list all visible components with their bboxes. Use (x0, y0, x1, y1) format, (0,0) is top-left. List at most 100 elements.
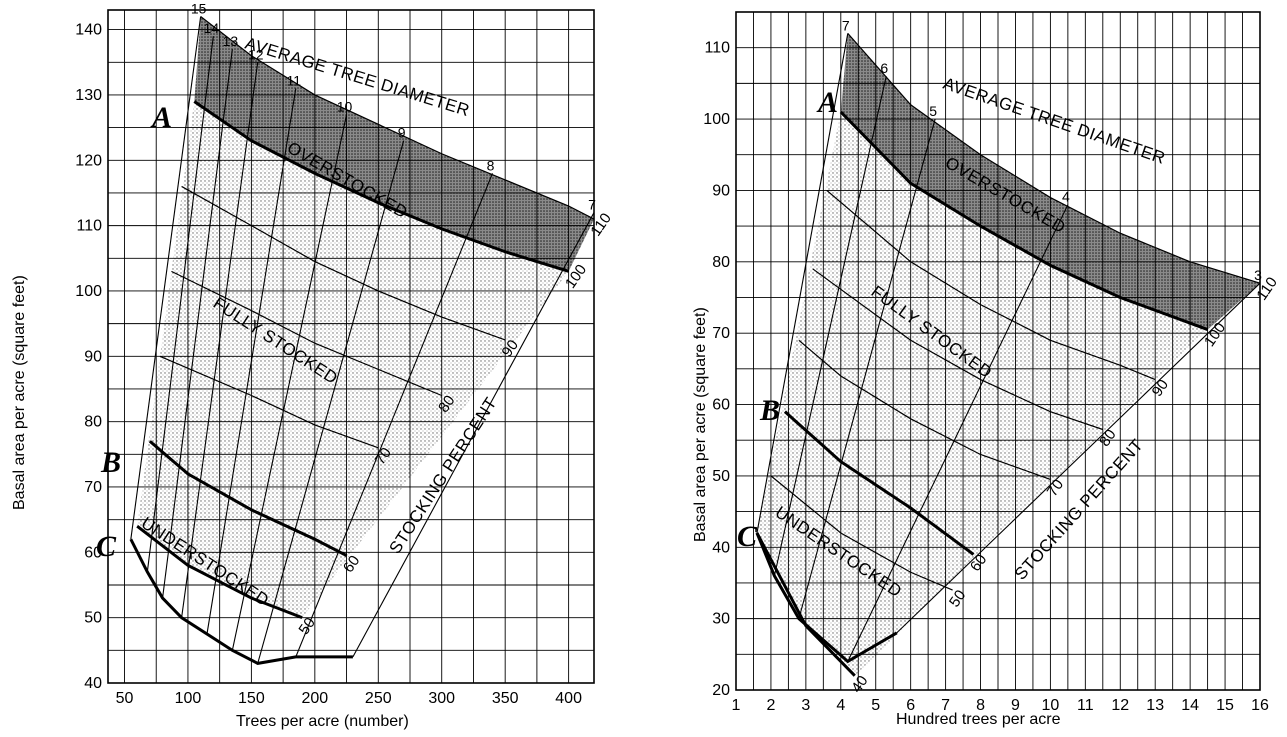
right-shading (756, 33, 1260, 676)
right-stocking-line-90 (826, 189, 1156, 381)
left-diameter-label-9: 9 (398, 125, 406, 141)
right-y-tick-label: 80 (712, 254, 730, 271)
right-stocking-label-40: 40 (848, 673, 871, 696)
left-stocking-line-100 (193, 100, 570, 273)
left-full-region (137, 101, 569, 618)
left-stocking-line-80 (171, 270, 442, 397)
right-curve-a: A (816, 86, 838, 119)
left-diameter-line-10 (231, 114, 348, 651)
right-diameter-line-7 (756, 33, 849, 534)
right-diameter-lines: 7 6 5 4 3 (755, 17, 1262, 664)
right-lower-limit-line (755, 532, 898, 664)
right-curve-c: C (737, 520, 758, 553)
left-curve-a: A (150, 101, 172, 134)
right-y-tick-label: 100 (703, 111, 730, 128)
left-y-tick-label: 50 (84, 610, 102, 627)
right-y-tick-label: 110 (704, 40, 730, 57)
left-diameter-line-11 (206, 88, 297, 635)
left-diameter-line-15 (130, 16, 202, 540)
left-x-tick-label: 250 (365, 690, 392, 707)
right-x-tick-label: 6 (906, 697, 915, 714)
right-x-tick-label: 1 (732, 697, 741, 714)
left-diameter-label-13: 13 (223, 33, 239, 49)
left-y-tick-label: 70 (84, 479, 102, 496)
left-curve-c: C (96, 530, 117, 563)
right-diameter-label-6: 6 (880, 60, 888, 76)
right-curve-b: B (759, 394, 780, 427)
right-x-tick-label: 10 (1042, 697, 1060, 714)
right-ticks: 1 2 3 4 5 6 7 8 9 10 11 12 13 14 15 1620304050607080901… (703, 40, 1269, 714)
right-stocking-label-60: 60 (967, 551, 990, 574)
left-diameter-label-11: 11 (287, 72, 302, 88)
left-diameter-label-15: 15 (191, 1, 207, 17)
right-grid (735, 11, 1261, 691)
left-lower-limit-line (129, 538, 353, 665)
left-y-tick-label: 60 (84, 544, 102, 561)
right-diameter-line-6 (773, 76, 887, 576)
right-x-tick-label: 14 (1181, 697, 1199, 714)
right-stocking-line-70 (798, 339, 1051, 481)
left-stocking-label-50: 50 (295, 615, 318, 638)
left-stocking-line-90 (181, 185, 506, 341)
left-y-tick-label: 120 (75, 152, 102, 169)
right-stocking-label-80: 80 (1096, 426, 1119, 449)
left-y-tick-label: 40 (84, 675, 102, 692)
right-y-tick-label: 90 (712, 182, 730, 199)
right-x-tick-label: 5 (871, 697, 880, 714)
right-x-tick-label: 16 (1251, 697, 1269, 714)
left-diameter-label-8: 8 (487, 157, 495, 173)
left-diameter-label-12: 12 (248, 46, 264, 62)
right-stocking-line-80 (812, 268, 1103, 431)
left-stocking-label-110: 110 (587, 210, 615, 239)
right-stocking-line-50 (770, 475, 953, 591)
left-y-tick-label: 90 (84, 348, 102, 365)
right-x-tick-label: 15 (1216, 697, 1234, 714)
right-diameter-label-4: 4 (1062, 189, 1070, 205)
left-x-tick-label: 300 (428, 690, 455, 707)
left-stocking-line-50 (136, 524, 303, 620)
left-stocking-label-60: 60 (340, 552, 363, 575)
right-diameter-label-3: 3 (1254, 267, 1262, 283)
right-y-tick-label: 70 (712, 325, 730, 342)
left-y-tick-label: 110 (76, 218, 102, 235)
left-x-tick-label: 350 (492, 690, 519, 707)
left-y-tick-label: 100 (75, 283, 102, 300)
right-y-axis-label: Basal area per acre (square feet) (692, 307, 709, 542)
left-stocking-line-110 (200, 16, 595, 220)
right-y-tick-label: 60 (712, 397, 730, 414)
left-x-tick-label: 200 (301, 690, 328, 707)
right-x-tick-label: 13 (1146, 697, 1164, 714)
left-x-axis-label: Trees per acre (number) (236, 713, 409, 730)
right-stocking-label-90: 90 (1149, 376, 1172, 399)
left-diameter-line-13 (162, 49, 233, 599)
left-x-tick-label: 100 (175, 690, 202, 707)
left-x-tick-label: 50 (116, 690, 134, 707)
left-stocking-label-70: 70 (372, 445, 395, 468)
right-y-tick-label: 20 (712, 682, 730, 699)
right-diameter-line-5 (798, 118, 936, 619)
right-x-tick-label: 12 (1111, 697, 1129, 714)
right-x-axis-label: Hundred trees per acre (896, 711, 1061, 728)
left-diameter-label-7: 7 (588, 197, 596, 213)
left-diameter-line-12 (181, 62, 259, 618)
right-x-tick-label: 11 (1077, 697, 1094, 714)
right-y-tick-label: 30 (712, 611, 730, 628)
left-diameter-label-14: 14 (204, 20, 220, 36)
right-diameter-label-5: 5 (929, 103, 937, 119)
right-full-region (756, 111, 1208, 676)
right-stocking-label-70: 70 (1044, 476, 1067, 499)
right-x-tick-label: 8 (976, 697, 985, 714)
right-stocking-label-50: 50 (946, 587, 969, 610)
left-curve-b: B (100, 446, 121, 479)
right-x-tick-label: 7 (941, 697, 950, 714)
left-shading (137, 16, 594, 618)
left-y-axis-label: Basal area per acre (square feet) (11, 275, 28, 510)
left-y-tick-label: 80 (84, 414, 102, 431)
right-x-tick-label: 9 (1011, 697, 1020, 714)
right-diameter-line-4 (847, 204, 1069, 662)
left-x-tick-label: 400 (555, 690, 582, 707)
left-y-tick-label: 140 (75, 22, 102, 39)
right-diameter-label-7: 7 (842, 17, 850, 33)
